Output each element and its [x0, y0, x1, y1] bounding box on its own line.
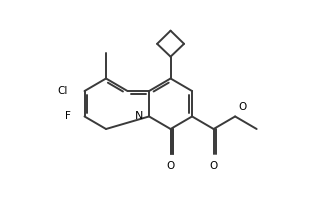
Text: N: N: [135, 111, 144, 122]
Text: O: O: [210, 161, 218, 171]
Text: F: F: [65, 111, 71, 122]
Text: O: O: [166, 161, 175, 171]
Text: O: O: [239, 102, 247, 112]
Text: Cl: Cl: [58, 86, 68, 96]
